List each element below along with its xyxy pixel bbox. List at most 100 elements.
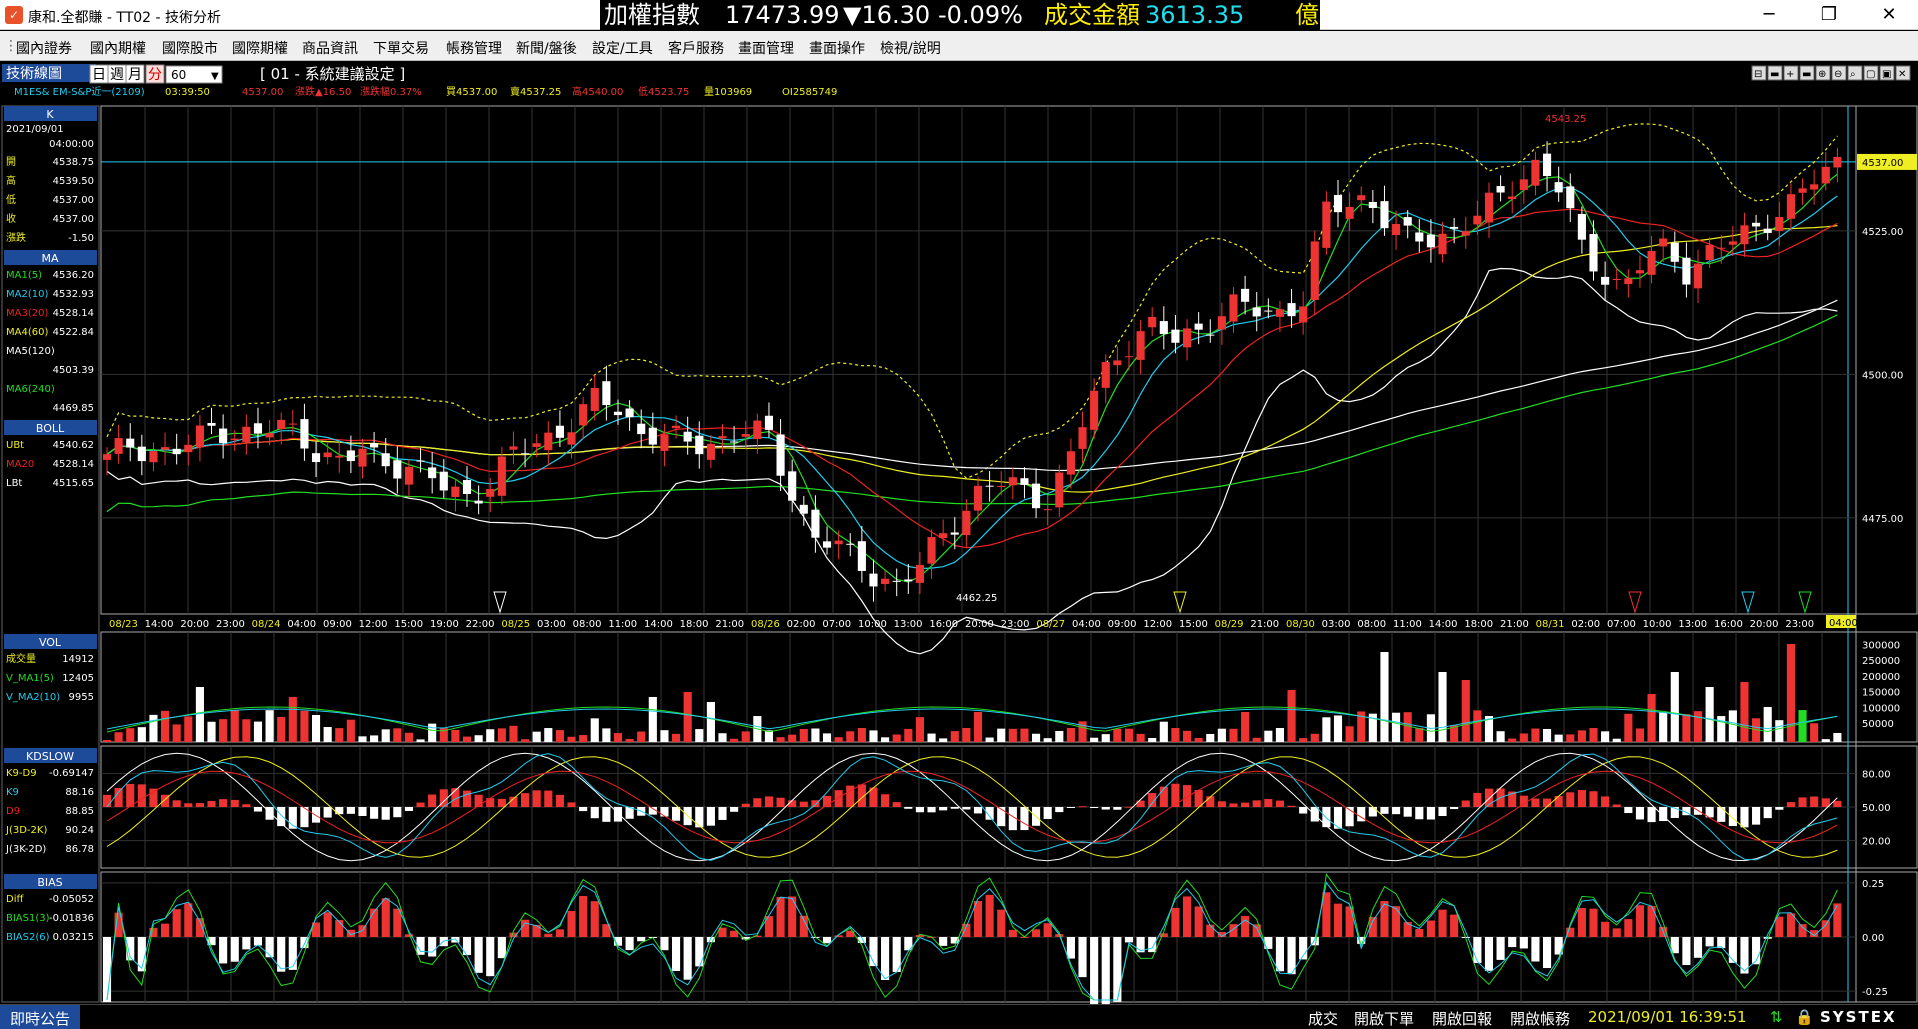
menu-item-10[interactable]: 畫面管理 [738, 41, 794, 57]
kd-diff-bar [544, 790, 553, 807]
bias-diff-bar [730, 930, 739, 937]
technical-chart[interactable]: 技術線圖 日週月分 60 ▼ [ 01 - 系統建議設定 ] ⊟ ▬ + ▬ ⊕ ⊖ ⌕ ▢ ▣… [0, 62, 1918, 1029]
k-header[interactable] [4, 106, 97, 121]
restore-button[interactable]: ❐ [1820, 4, 1838, 25]
kd-diff-bar [1601, 796, 1610, 807]
kd-header[interactable] [4, 748, 97, 763]
tool-button-6[interactable] [1847, 65, 1863, 81]
kd-diff-bar [1392, 807, 1401, 815]
candle-body [892, 580, 901, 582]
volume-bar [1264, 730, 1273, 742]
bulletin-box[interactable] [0, 1005, 80, 1029]
candle-body [1728, 241, 1737, 245]
menu-item-8[interactable]: 設定/工具 [592, 41, 653, 57]
close-button[interactable]: ✕ [1881, 4, 1897, 25]
period-button-3[interactable] [145, 64, 165, 84]
chart-area[interactable]: 技術線圖 日週月分 60 ▼ [ 01 - 系統建議設定 ] ⊟ ▬ + ▬ ⊕ ⊖ ⌕ ▢ ▣… [0, 62, 1918, 1029]
chart-tool-icons[interactable]: ⊟ ▬ + ▬ ⊕ ⊖ ⌕ ▢ ▣ ✕ [1751, 65, 1911, 81]
status-action-1[interactable]: 開啟下單 [1354, 1010, 1415, 1028]
boll-header-label: BOLL [36, 422, 65, 435]
menu-item-9[interactable]: 客戶服務 [668, 41, 724, 57]
price-panel[interactable] [100, 105, 1918, 615]
tool-button-4[interactable] [1815, 65, 1831, 81]
menu-item-12[interactable]: 檢視/說明 [880, 41, 941, 57]
tool-button-9[interactable] [1895, 65, 1911, 81]
menu-item-11[interactable]: 畫面操作 [809, 41, 865, 57]
symbol-name: M1ES& EM-S&P近一(2109) [14, 85, 145, 98]
menu-item-5[interactable]: 下單交易 [373, 41, 429, 57]
chart-title-box [2, 64, 96, 82]
tool-button-1[interactable] [1767, 65, 1783, 81]
volume-bar [1786, 644, 1795, 742]
status-action-3[interactable]: 開啟帳務 [1510, 1010, 1571, 1028]
period-button-2[interactable] [125, 64, 145, 84]
volume-bar [381, 729, 390, 742]
candle-body [834, 540, 843, 545]
ohlc-0-value: 4538.75 [53, 157, 94, 168]
volume-bar [521, 739, 530, 742]
tool-button-7[interactable] [1863, 65, 1879, 81]
bias-header[interactable] [4, 874, 97, 889]
bias-diff-bar [1090, 937, 1099, 1029]
volume-bar [1670, 672, 1679, 742]
period-selector[interactable]: 日週月分 [89, 64, 165, 84]
kd-diff-bar [207, 800, 216, 807]
bias-diff-bar [1252, 924, 1261, 937]
x-label-30: 15:00 [1179, 619, 1208, 630]
bulletin-label[interactable]: 即時公告 [10, 1010, 71, 1028]
kd-diff-bar [881, 794, 890, 807]
menu-item-0[interactable]: 國內證券 [16, 41, 72, 57]
minute-select[interactable] [165, 65, 223, 84]
period-label-0: 日 [92, 67, 106, 83]
ticker-change-pct: -0.09% [938, 1, 1023, 29]
window-title: 康和.全都賺 - TT02 - 技術分析 [28, 10, 222, 26]
kd-diff-bar [242, 804, 251, 807]
kd-diff-bar [1705, 807, 1714, 818]
volume-bar [207, 721, 216, 742]
candle-body [822, 541, 832, 548]
volume-bar [1484, 716, 1494, 742]
status-action-2[interactable]: 開啟回報 [1432, 1010, 1493, 1028]
menu-item-1[interactable]: 國內期權 [90, 41, 146, 57]
ma-header[interactable] [4, 250, 97, 265]
connection-arrow-icon: ⇅ [1770, 1008, 1783, 1026]
kd-diff-bar [393, 807, 402, 818]
menu-item-6[interactable]: 帳務管理 [446, 41, 502, 57]
menu-item-3[interactable]: 國際期權 [232, 41, 288, 57]
tool-button-8[interactable] [1879, 65, 1895, 81]
menu-item-4[interactable]: 商品資訊 [302, 41, 358, 57]
menu-item-7[interactable]: 新聞/盤後 [516, 41, 577, 57]
tool-button-0[interactable] [1751, 65, 1767, 81]
candle-body [451, 486, 460, 497]
setting-label[interactable]: [ 01 - 系統建議設定 ] [260, 65, 405, 83]
bias-diff-bar [1554, 937, 1563, 955]
ticker-value: 17473.99 [725, 1, 840, 29]
kd-diff-bar [1589, 791, 1598, 807]
menu-item-2[interactable]: 國際股市 [162, 41, 218, 57]
tool-icon-4: ⊕ [1818, 69, 1826, 80]
candle-body [1473, 215, 1482, 225]
tool-button-5[interactable] [1831, 65, 1847, 81]
candle-body [1786, 194, 1795, 219]
kd-diff-bar [1136, 800, 1145, 807]
kd-diff-bar [1182, 785, 1192, 807]
x-label-32: 21:00 [1250, 619, 1279, 630]
bias-tick-1: 0.00 [1862, 933, 1884, 944]
tool-button-3[interactable] [1799, 65, 1815, 81]
bias-diff-bar [265, 937, 274, 958]
candle-body [1577, 213, 1586, 240]
bias-diff-bar [509, 932, 518, 937]
vol-0-label: 成交量 [6, 652, 36, 665]
kd-diff-bar [1519, 795, 1528, 807]
bias-diff-bar [1612, 928, 1621, 937]
tool-button-2[interactable] [1783, 65, 1799, 81]
minimize-button[interactable]: ─ [1763, 4, 1775, 25]
candle-body [1461, 231, 1470, 236]
vol-header[interactable] [4, 634, 97, 649]
candle-body [335, 455, 344, 458]
candle-body [1426, 234, 1435, 248]
boll-header[interactable] [4, 420, 97, 435]
kd-diff-bar [102, 794, 112, 807]
quote-volume: 量103969 [704, 86, 752, 98]
status-action-0[interactable]: 成交 [1308, 1010, 1339, 1028]
